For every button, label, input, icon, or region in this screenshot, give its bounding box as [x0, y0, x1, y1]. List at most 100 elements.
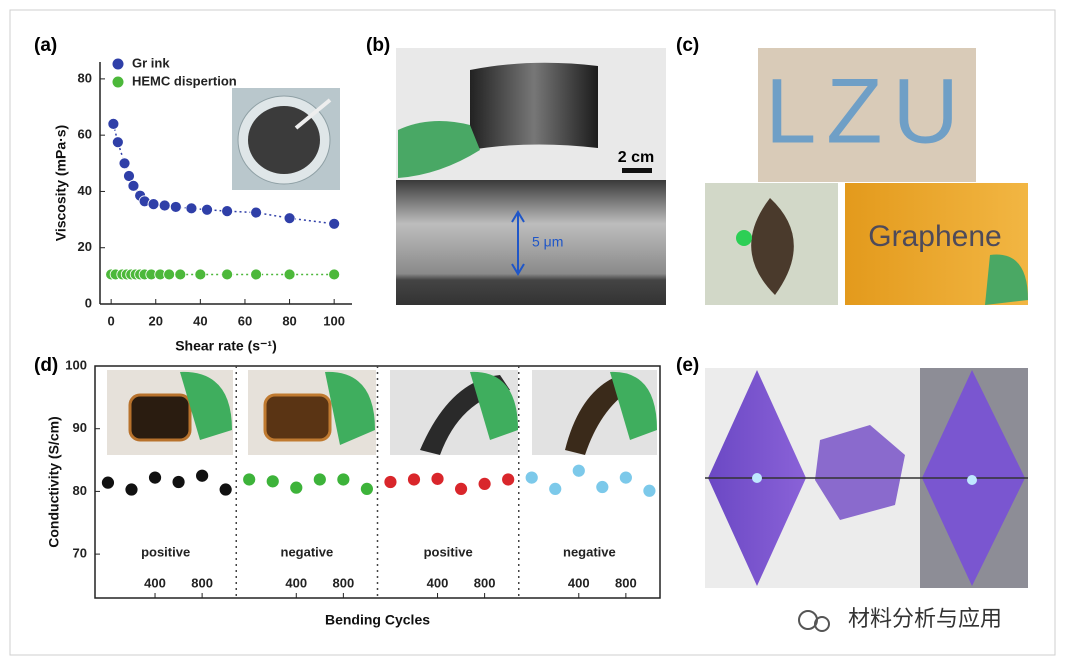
section-label: negative — [563, 544, 616, 559]
y-tick-label: 100 — [65, 357, 87, 372]
point — [328, 217, 341, 230]
point — [360, 481, 374, 496]
photo-sem: 5 μm — [396, 180, 666, 305]
section-label: positive — [141, 544, 190, 559]
legend-label: Gr ink — [132, 55, 170, 70]
x-tick-label: 80 — [282, 313, 296, 328]
thickness-label: 5 μm — [532, 234, 563, 250]
point — [185, 202, 198, 215]
point — [430, 471, 445, 486]
photo-leaf — [705, 183, 838, 305]
y-tick-label: 0 — [85, 295, 92, 310]
point — [336, 472, 351, 487]
x-tick-label: 800 — [191, 575, 213, 590]
y-tick-label: 80 — [78, 70, 92, 85]
point — [218, 482, 233, 497]
y-tick-label: 60 — [78, 127, 92, 142]
y-tick-label: 20 — [78, 239, 92, 254]
point — [250, 206, 263, 219]
point — [221, 268, 234, 281]
lzu-text: LZU — [765, 60, 969, 162]
y-tick-label: 80 — [73, 483, 87, 498]
y-tick-label: 70 — [73, 546, 87, 561]
point — [221, 205, 234, 218]
scale-bar-label: 2 cm — [618, 149, 654, 166]
panel-label: (d) — [34, 355, 58, 376]
point — [163, 268, 176, 281]
x-axis-label: Shear rate (s⁻¹) — [175, 338, 277, 354]
point — [328, 268, 341, 281]
watermark-text: 材料分析与应用 — [848, 606, 1002, 631]
point — [250, 268, 263, 281]
photo-origami — [705, 368, 1028, 588]
photo-bending — [107, 370, 657, 455]
photo-lzu: LZU — [758, 48, 976, 182]
point — [111, 136, 124, 149]
point — [571, 463, 586, 478]
point — [174, 268, 187, 281]
photo-film: 2 cm — [396, 48, 666, 180]
inset-photo — [232, 88, 340, 190]
x-tick-label: 400 — [285, 575, 307, 590]
y-tick-label: 90 — [73, 420, 87, 435]
point — [123, 170, 135, 182]
x-tick-label: 400 — [568, 575, 590, 590]
point — [283, 268, 296, 281]
y-tick-label: 40 — [78, 183, 92, 198]
point — [501, 472, 516, 487]
panel-label: (a) — [34, 35, 57, 56]
point — [524, 470, 539, 485]
panel-label: (e) — [676, 355, 699, 376]
x-tick-label: 800 — [474, 575, 496, 590]
x-tick-label: 400 — [144, 575, 166, 590]
point — [407, 472, 421, 487]
x-tick-label: 100 — [323, 313, 345, 328]
point — [242, 472, 257, 487]
panel-label: (b) — [366, 35, 390, 56]
photo-graphene: Graphene — [845, 183, 1028, 305]
x-tick-label: 20 — [149, 313, 163, 328]
point — [124, 482, 139, 497]
point — [595, 480, 610, 494]
point — [548, 481, 563, 496]
point — [454, 481, 468, 496]
point — [169, 201, 182, 213]
watermark: 材料分析与应用 — [798, 606, 1002, 632]
point — [171, 475, 186, 489]
point — [194, 268, 207, 281]
point — [265, 474, 280, 489]
x-tick-label: 400 — [427, 575, 449, 590]
point — [147, 198, 160, 211]
point — [477, 476, 492, 491]
legend-marker — [112, 76, 124, 88]
section-label: positive — [424, 544, 473, 559]
point — [289, 480, 304, 495]
x-tick-label: 40 — [193, 313, 207, 328]
graphene-text: Graphene — [868, 220, 1001, 253]
x-axis-label: Bending Cycles — [325, 612, 430, 628]
x-tick-label: 800 — [333, 575, 355, 590]
legend-marker — [112, 58, 124, 70]
x-tick-label: 800 — [615, 575, 637, 590]
point — [158, 199, 171, 212]
point — [642, 483, 657, 498]
point — [618, 470, 633, 485]
point — [201, 203, 213, 216]
point — [107, 118, 120, 130]
panel-label: (c) — [676, 35, 699, 56]
section-label: negative — [281, 544, 334, 559]
x-tick-label: 60 — [238, 313, 252, 328]
point — [118, 157, 131, 170]
point — [283, 212, 296, 225]
point — [195, 468, 210, 483]
point — [101, 475, 115, 490]
point — [127, 179, 140, 192]
y-axis-label: Viscosity (mPa·s) — [53, 125, 69, 241]
legend-label: HEMC dispertion — [132, 73, 237, 88]
point — [148, 470, 162, 485]
x-tick-label: 0 — [108, 313, 115, 328]
point — [383, 475, 398, 489]
point — [312, 472, 327, 487]
y-axis-label: Conductivity (S/cm) — [46, 416, 62, 547]
